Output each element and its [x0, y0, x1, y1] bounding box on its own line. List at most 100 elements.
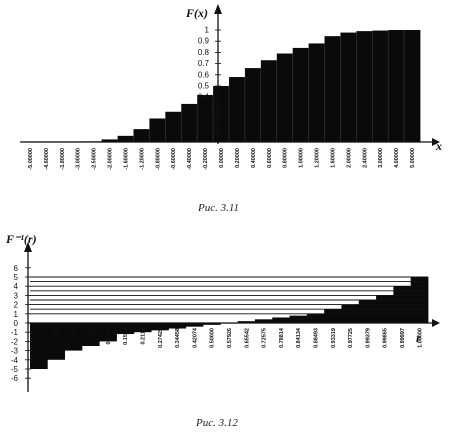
x-tick-label: 0.93319: [331, 328, 337, 348]
x-tick-label: -4.60000: [44, 148, 50, 170]
x-tick-label: 0.50000: [210, 328, 216, 348]
x-tick-label: 0.27425: [158, 328, 164, 348]
x-tick-label: 1.20000: [315, 148, 321, 168]
x-tick-label: 0.1587: [123, 328, 129, 345]
bar: [133, 129, 150, 142]
x-tick-label: 0.2119: [140, 328, 146, 345]
figure-caption: Рис. 3.11: [197, 202, 239, 214]
bars: [22, 30, 421, 143]
bar: [99, 323, 117, 342]
x-tick-label: -3.00000: [76, 148, 82, 170]
y-tick-label: 0.3: [198, 104, 210, 113]
bar: [254, 319, 273, 323]
x-axis-arrow-icon: [432, 138, 440, 146]
x-tick-label: -0.60000: [171, 148, 177, 170]
bar: [168, 323, 187, 329]
bar: [358, 300, 377, 323]
bar: [213, 86, 230, 142]
x-tick-label: 0.80000: [283, 148, 289, 168]
bar: [340, 32, 357, 142]
x-tick-label: 1.00000: [417, 328, 423, 348]
x-tick-label: 1.00000: [299, 148, 305, 168]
x-tick-label: 0.002: [54, 328, 60, 342]
x-tick-label: 0.42074: [192, 327, 198, 348]
bar: [237, 321, 256, 323]
bar: [165, 111, 182, 142]
y-tick-label: -1: [11, 328, 19, 337]
x-tick-label: 0.40000: [251, 148, 257, 168]
y-tick-label: 0.5: [198, 82, 210, 91]
y-tick-label: 1: [205, 26, 210, 35]
bar: [356, 31, 373, 142]
bar: [228, 77, 246, 142]
bar: [260, 60, 278, 142]
x-tick-label: -0.20000: [203, 148, 209, 170]
x-tick-label: 0.99997: [400, 328, 406, 348]
bar: [101, 139, 118, 142]
y-tick-label: 5: [14, 273, 19, 282]
y-tick-label: 0.1: [198, 126, 210, 135]
x-tick-label: 0.20000: [235, 148, 241, 168]
y-tick-label: -2: [11, 337, 19, 346]
bar: [181, 103, 198, 142]
y-tick-label: 0.7: [198, 59, 210, 68]
x-tick-label: 5.00000: [410, 148, 416, 168]
y-tick-label: 0.9: [198, 37, 210, 46]
x-axis-label: x: [435, 139, 442, 153]
bar: [185, 323, 204, 327]
x-tick-label: 0.57926: [227, 328, 233, 348]
bar: [289, 315, 308, 323]
x-tick-label: 0.88493: [314, 328, 320, 348]
bar: [203, 323, 221, 325]
x-tick-label: -2.00000: [108, 148, 114, 170]
x-axis-arrow-icon: [432, 319, 440, 327]
x-tick-label: 0.99379: [365, 328, 371, 348]
x-tick-labels: 0 0.002 0.05 0.06 0.1151 0.1587 0.2119 0.27425 0…: [37, 327, 424, 348]
bar: [372, 30, 389, 143]
y-tick-label: 2: [14, 301, 19, 310]
x-tick-label: 2.40000: [362, 148, 368, 168]
figure-caption: Рис. 3.12: [195, 417, 238, 429]
bar: [149, 118, 166, 142]
horizontal-lines: [25, 267, 428, 379]
x-tick-label: 0.99865: [383, 328, 389, 348]
x-tick-label: 0.72575: [262, 328, 268, 348]
x-tick-label: -0.80000: [155, 148, 161, 170]
y-tick-label: 0: [14, 319, 19, 328]
y-tick-labels: 1 0.9 0.8 0.7 0.6 0.5 0.4 0.3 0.2 0.1: [198, 26, 210, 136]
x-tick-label: -1.60000: [123, 148, 129, 170]
y-axis-arrow-icon: [24, 242, 32, 252]
x-tick-label: -3.80000: [60, 148, 66, 170]
chart-cdf: 1 0.9 0.8 0.7 0.6 0.5 0.4 0.3 0.2 0.1 -5.00000 -4.…: [20, 4, 442, 214]
bar: [292, 47, 309, 142]
y-tick-label: 0.6: [198, 70, 210, 79]
bar: [81, 323, 100, 346]
y-tick-label: -5: [11, 365, 19, 374]
x-tick-label: -0.40000: [187, 148, 193, 170]
y-tick-label: 3: [14, 291, 19, 300]
x-tick-label: 0.34458: [175, 328, 181, 348]
bar: [388, 30, 405, 142]
bar: [197, 94, 214, 142]
y-tick-label: 0.4: [198, 93, 210, 102]
y-tick-label: 0.8: [198, 48, 210, 57]
bar: [64, 323, 83, 351]
bar: [116, 323, 135, 335]
x-tick-label: 0.1151: [106, 328, 112, 345]
y-tick-label: 1: [14, 310, 19, 319]
x-tick-label: -2.50000: [92, 148, 98, 170]
x-tick-label: 0.65542: [244, 328, 250, 348]
bar: [308, 43, 325, 142]
x-tick-label: -5.00000: [28, 148, 34, 170]
bar: [244, 68, 262, 142]
x-tick-label: -1.20000: [139, 148, 145, 170]
bar: [404, 30, 421, 142]
x-tick-label: 2.00000: [346, 148, 352, 168]
x-tick-label: 0.97725: [348, 328, 354, 348]
bar: [306, 313, 325, 323]
x-axis-label: r: [416, 331, 421, 345]
bar: [117, 135, 134, 142]
